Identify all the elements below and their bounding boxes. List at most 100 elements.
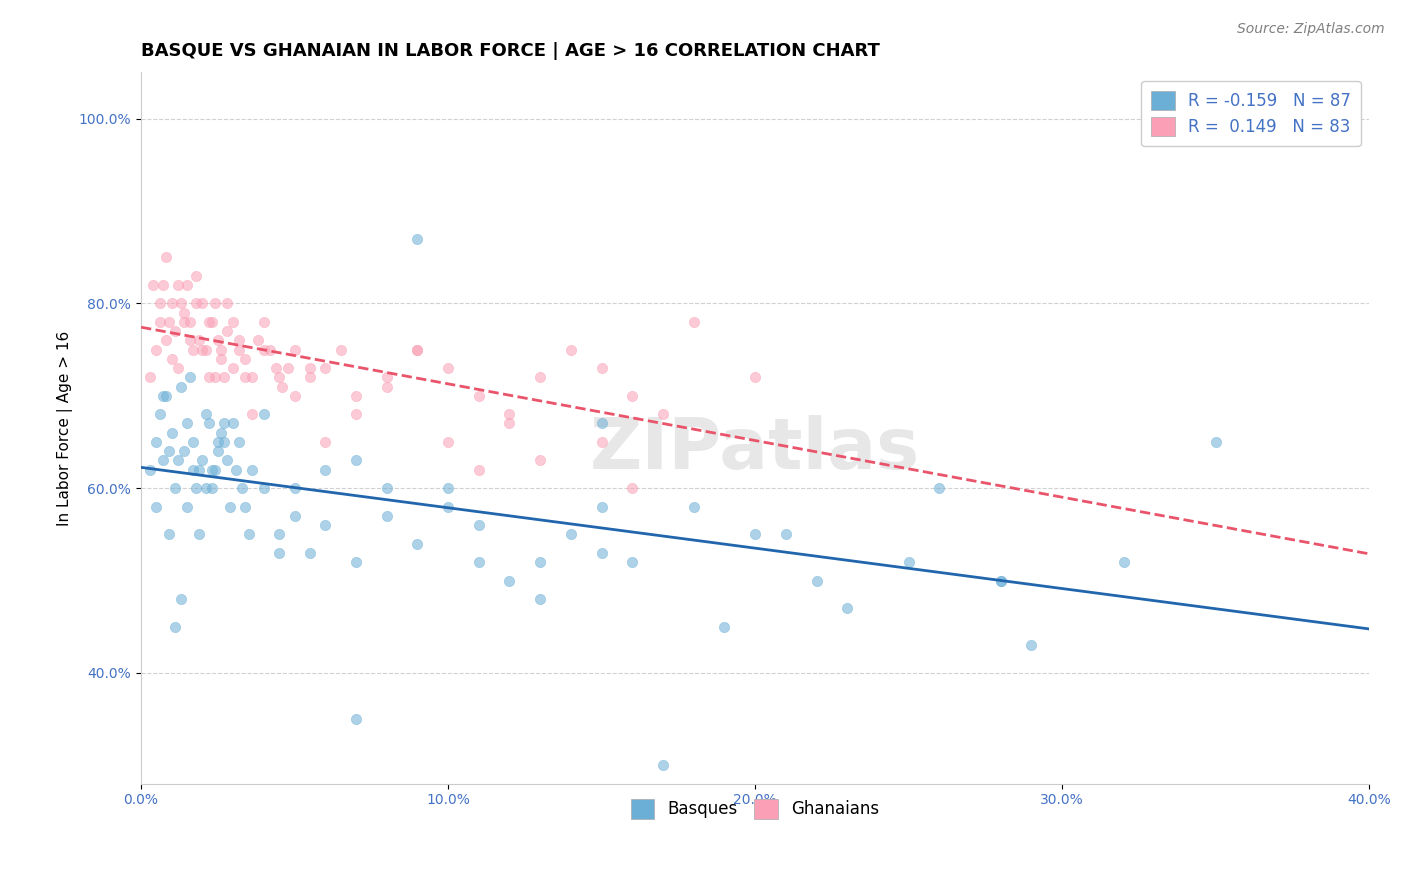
Point [277,361,299,376]
Point [437,434,460,449]
Point [406,232,429,246]
Point [344,407,367,421]
Point [145,500,167,514]
Point [209,425,232,440]
Point [173,315,195,329]
Point [560,527,582,541]
Point [155,250,177,264]
Point [240,463,263,477]
Point [744,527,766,541]
Point [1112,555,1135,569]
Point [201,481,224,495]
Point [269,527,291,541]
Point [468,555,491,569]
Point [145,434,167,449]
Point [591,500,613,514]
Point [682,500,704,514]
Point [194,343,217,357]
Point [235,351,257,366]
Point [329,343,352,357]
Point [591,546,613,560]
Point [163,324,186,338]
Point [246,334,269,348]
Point [253,315,276,329]
Point [298,546,321,560]
Point [240,370,263,384]
Point [406,343,429,357]
Point [228,343,250,357]
Point [298,370,321,384]
Legend: Basques, Ghanaians: Basques, Ghanaians [624,793,886,825]
Point [170,379,193,393]
Point [179,315,201,329]
Point [468,389,491,403]
Point [344,712,367,726]
Point [284,389,307,403]
Point [188,527,211,541]
Point [212,370,235,384]
Point [160,351,183,366]
Point [621,389,644,403]
Point [990,574,1012,588]
Point [163,620,186,634]
Point [194,407,217,421]
Point [157,444,180,458]
Point [186,296,208,310]
Point [170,592,193,607]
Point [271,379,294,393]
Point [197,370,219,384]
Point [560,343,582,357]
Point [225,463,247,477]
Point [173,444,195,458]
Point [437,361,460,376]
Point [170,296,193,310]
Point [253,481,276,495]
Point [468,463,491,477]
Point [194,481,217,495]
Point [806,574,828,588]
Point [179,370,201,384]
Point [897,555,920,569]
Point [837,601,859,615]
Point [222,361,245,376]
Point [253,407,276,421]
Point [591,417,613,431]
Point [621,555,644,569]
Point [191,453,214,467]
Point [155,389,177,403]
Point [437,500,460,514]
Point [188,463,211,477]
Point [990,574,1012,588]
Point [375,481,398,495]
Point [406,343,429,357]
Point [197,417,219,431]
Point [201,315,224,329]
Point [228,334,250,348]
Point [167,361,190,376]
Point [176,277,198,292]
Point [209,351,232,366]
Point [406,536,429,550]
Point [591,361,613,376]
Point [215,324,238,338]
Point [160,425,183,440]
Point [269,370,291,384]
Point [269,546,291,560]
Point [157,527,180,541]
Point [231,481,253,495]
Point [219,500,242,514]
Point [529,453,551,467]
Point [222,417,245,431]
Point [197,315,219,329]
Point [775,527,797,541]
Point [344,453,367,467]
Point [222,315,245,329]
Point [163,481,186,495]
Point [240,407,263,421]
Point [529,555,551,569]
Point [344,555,367,569]
Point [375,508,398,523]
Point [1021,638,1043,652]
Point [928,481,950,495]
Point [167,277,190,292]
